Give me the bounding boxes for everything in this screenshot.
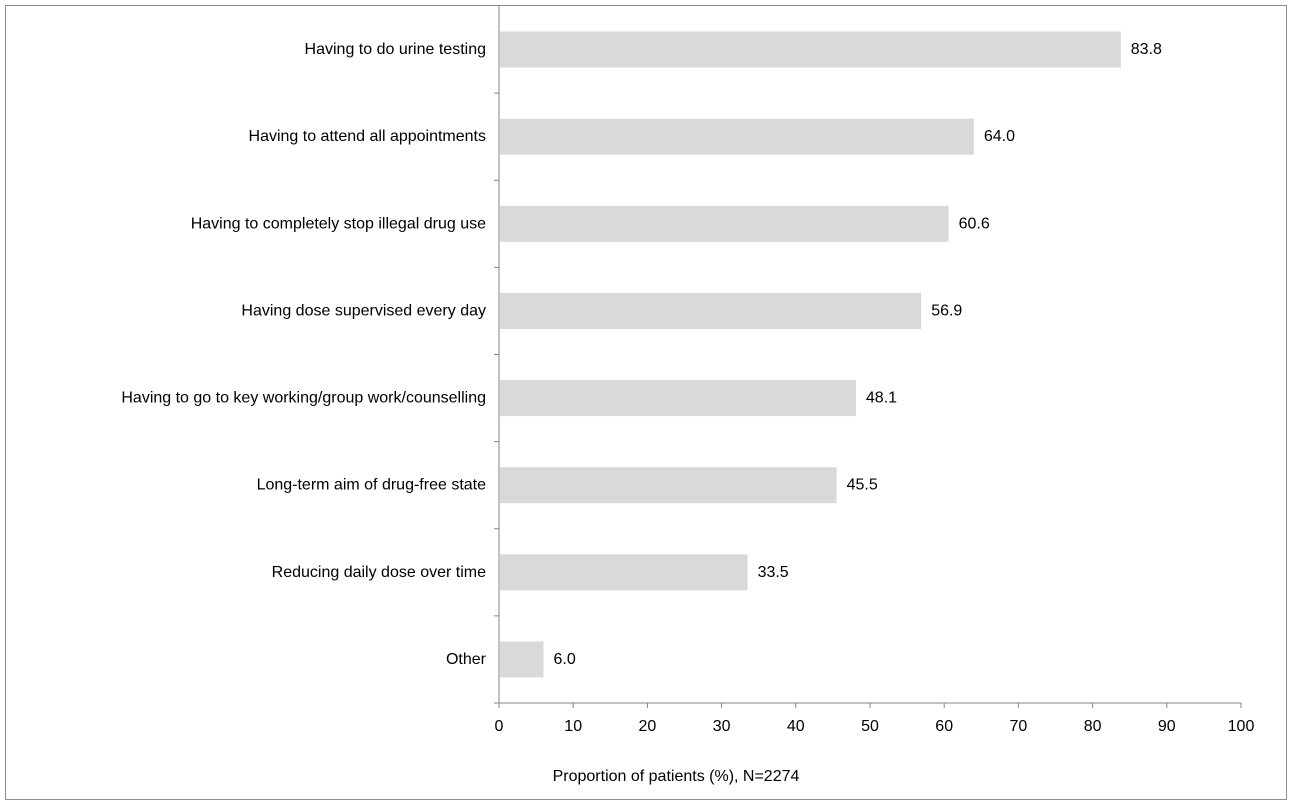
category-label: Having to do urine testing	[305, 41, 486, 58]
x-tick-label: 0	[495, 718, 504, 735]
labels-layer: Having to do urine testing 83.8 Having to …	[121, 41, 1254, 735]
bars-layer	[500, 31, 1121, 678]
bar	[500, 205, 949, 242]
x-tick-label: 50	[861, 718, 879, 735]
bar	[500, 554, 748, 591]
bar	[500, 292, 922, 329]
data-label: 83.8	[1131, 41, 1162, 58]
bar	[500, 31, 1121, 68]
x-axis-title: Proportion of patients (%), N=2274	[553, 768, 800, 785]
x-tick-label: 30	[713, 718, 731, 735]
category-label: Other	[446, 651, 487, 668]
x-tick-label: 60	[935, 718, 953, 735]
x-tick-label: 100	[1228, 718, 1255, 735]
category-label: Having to go to key working/group work/c…	[121, 390, 486, 407]
bar	[500, 380, 856, 417]
category-label: Having to completely stop illegal drug u…	[191, 215, 486, 232]
data-label: 64.0	[984, 128, 1015, 145]
x-tick-label: 20	[639, 718, 657, 735]
data-label: 33.5	[758, 564, 789, 581]
category-label: Reducing daily dose over time	[272, 564, 486, 581]
bar	[500, 467, 837, 504]
bar	[500, 641, 544, 678]
bar	[500, 118, 974, 155]
data-label: 45.5	[847, 477, 878, 494]
category-label: Having to attend all appointments	[249, 128, 486, 145]
data-label: 48.1	[866, 390, 897, 407]
category-label: Having dose supervised every day	[241, 302, 486, 319]
x-tick-label: 80	[1084, 718, 1102, 735]
axes-layer	[494, 6, 1242, 708]
x-tick-label: 90	[1158, 718, 1176, 735]
data-label: 56.9	[931, 302, 962, 319]
x-tick-label: 40	[787, 718, 805, 735]
x-tick-label: 70	[1010, 718, 1028, 735]
category-label: Long-term aim of drug-free state	[257, 477, 487, 494]
data-label: 6.0	[554, 651, 576, 668]
bar-chart: Having to do urine testing 83.8 Having to …	[121, 6, 1254, 785]
x-tick-label: 10	[564, 718, 582, 735]
chart-frame: Having to do urine testing 83.8 Having to …	[5, 5, 1287, 800]
data-label: 60.6	[959, 215, 990, 232]
